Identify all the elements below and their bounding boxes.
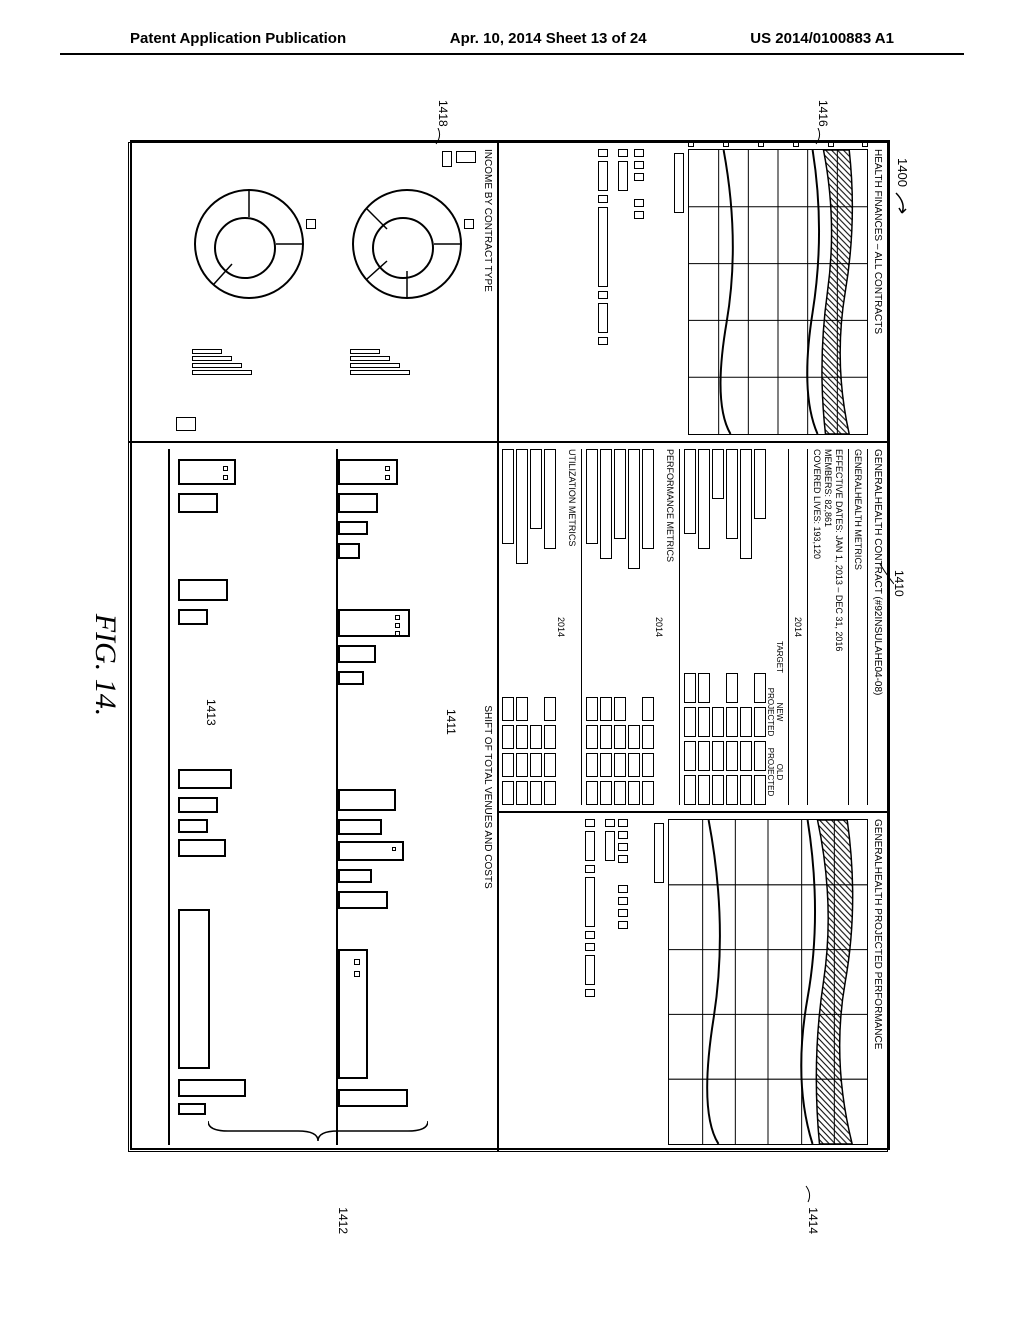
figure-label: FIG. 14. [88, 140, 122, 1190]
ref-1410: 1410 [892, 570, 906, 597]
panel1-title: HEALTH FINANCES – ALL CONTRACTS [872, 149, 883, 435]
header-right: US 2014/0100883 A1 [750, 30, 894, 47]
figure-ref-1400: 1400 [894, 140, 910, 1190]
util-year: 2014 [556, 449, 566, 805]
ref-1412: 1412 [336, 1207, 350, 1234]
dashboard: HEALTH FINANCES – ALL CONTRACTS [130, 140, 890, 1150]
col-oldproj: OLD PROJECTED [766, 745, 784, 799]
ref-1414: 1414 [806, 1207, 820, 1234]
arrow-icon [894, 191, 908, 221]
ref-1418: 1418 [436, 100, 450, 127]
ref-1416: 1416 [816, 100, 830, 127]
util-title: UTILIZATION METRICS [567, 449, 577, 805]
metrics-table: 2014 TARGET NEW PROJECTED OLD PROJECTED [502, 449, 803, 805]
legend-2 [585, 819, 628, 1145]
members: MEMBERS: 82,861 [823, 449, 833, 805]
panel4-title: INCOME BY CONTRACT TYPE [482, 149, 493, 435]
donut-1 [330, 149, 480, 435]
legend-1 [598, 149, 644, 435]
perf-title: PERFORMANCE METRICS [665, 449, 675, 805]
panel2-title: GENERALHEALTH CONTRACT (#92INSULAHE04-08… [872, 449, 883, 805]
panel-shift: SHIFT OF TOTAL VENUES AND COSTS 1411 [128, 442, 498, 1152]
panel-health-finances: HEALTH FINANCES – ALL CONTRACTS [498, 142, 888, 442]
panel3-title: GENERALHEALTH PROJECTED PERFORMANCE [872, 819, 883, 1145]
line-chart-2 [668, 819, 868, 1145]
col-target: TARGET [766, 635, 784, 679]
covered-lives: COVERED LIVES: 193,120 [812, 449, 822, 805]
panel-projected-perf: GENERALHEALTH PROJECTED PERFORMANCE [498, 812, 888, 1152]
year-2014: 2014 [793, 449, 803, 805]
ref-1413: 1413 [204, 699, 218, 726]
panel-income: INCOME BY CONTRACT TYPE [128, 142, 498, 442]
panel5-title: SHIFT OF TOTAL VENUES AND COSTS [482, 449, 493, 1145]
line-chart-1 [688, 149, 868, 435]
page-header: Patent Application Publication Apr. 10, … [60, 0, 964, 55]
panel2-sub1: GENERALHEALTH METRICS [853, 449, 863, 805]
col-newproj: NEW PROJECTED [766, 685, 784, 739]
header-left: Patent Application Publication [130, 30, 346, 47]
eff-dates: EFFECTIVE DATES: JAN 1, 2013 – DEC 31, 2… [834, 449, 844, 805]
ref-1411: 1411 [444, 709, 458, 735]
header-center: Apr. 10, 2014 Sheet 13 of 24 [450, 30, 647, 47]
perf-year: 2014 [654, 449, 664, 805]
donut-2 [172, 149, 322, 435]
panel-contract: GENERALHEALTH CONTRACT (#92INSULAHE04-08… [498, 442, 888, 812]
